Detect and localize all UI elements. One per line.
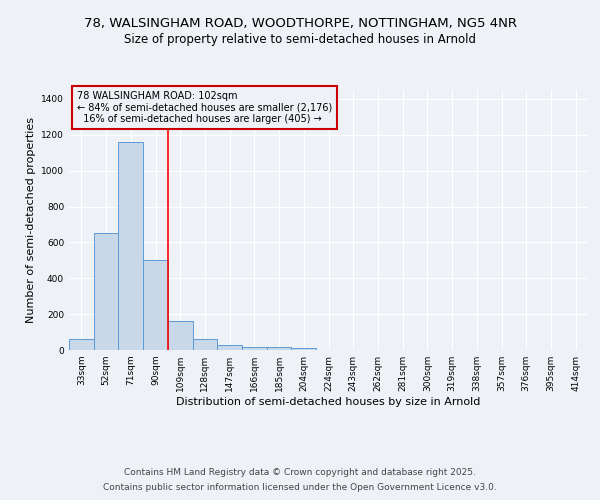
Bar bbox=[69, 339, 94, 350]
Text: Contains HM Land Registry data © Crown copyright and database right 2025.: Contains HM Land Registry data © Crown c… bbox=[124, 468, 476, 477]
Bar bbox=[168, 322, 193, 350]
Bar bbox=[193, 339, 217, 350]
Y-axis label: Number of semi-detached properties: Number of semi-detached properties bbox=[26, 117, 35, 323]
X-axis label: Distribution of semi-detached houses by size in Arnold: Distribution of semi-detached houses by … bbox=[176, 397, 481, 407]
Bar bbox=[267, 348, 292, 350]
Bar bbox=[118, 142, 143, 350]
Bar bbox=[217, 344, 242, 350]
Bar bbox=[143, 260, 168, 350]
Bar bbox=[94, 234, 118, 350]
Bar bbox=[242, 347, 267, 350]
Bar bbox=[292, 348, 316, 350]
Text: 78 WALSINGHAM ROAD: 102sqm
← 84% of semi-detached houses are smaller (2,176)
  1: 78 WALSINGHAM ROAD: 102sqm ← 84% of semi… bbox=[77, 92, 332, 124]
Text: 78, WALSINGHAM ROAD, WOODTHORPE, NOTTINGHAM, NG5 4NR: 78, WALSINGHAM ROAD, WOODTHORPE, NOTTING… bbox=[83, 18, 517, 30]
Text: Contains public sector information licensed under the Open Government Licence v3: Contains public sector information licen… bbox=[103, 483, 497, 492]
Text: Size of property relative to semi-detached houses in Arnold: Size of property relative to semi-detach… bbox=[124, 32, 476, 46]
